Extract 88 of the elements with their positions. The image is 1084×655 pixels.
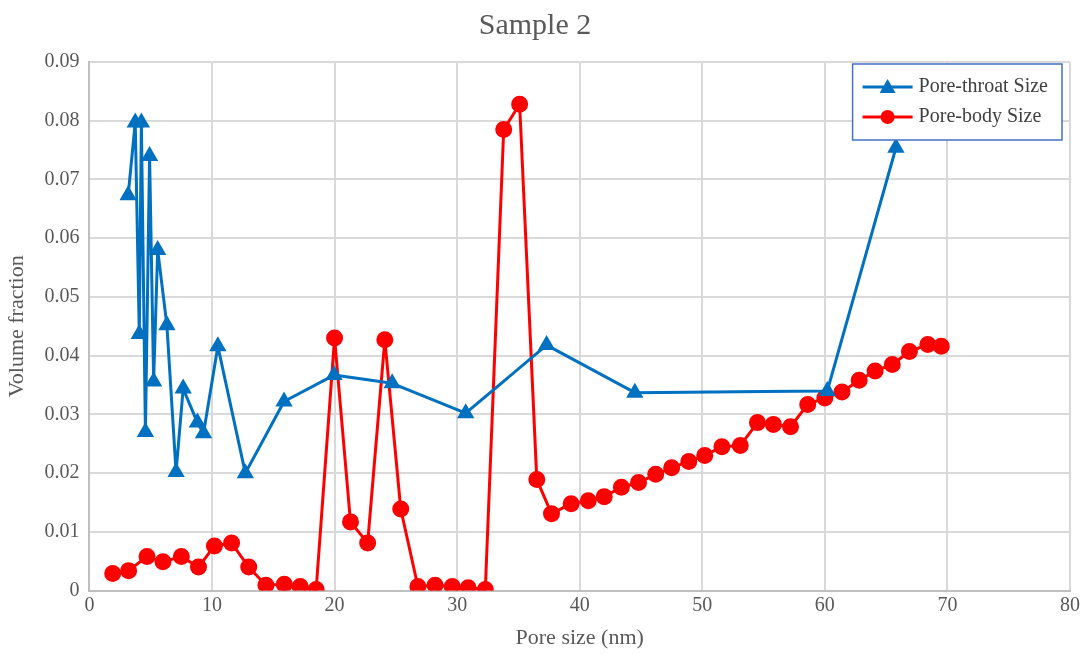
x-tick-label: 30 [447,592,468,615]
point [154,553,172,571]
point [495,121,513,139]
point [731,437,749,455]
x-tick-label: 50 [692,592,713,615]
point [376,331,394,349]
point [680,452,698,470]
y-tick-label: 0.07 [44,166,80,189]
y-tick-label: 0.04 [44,342,80,365]
point [189,414,205,428]
point [276,392,292,407]
point [748,414,766,432]
point [137,423,153,438]
point [511,95,529,113]
point [426,576,444,591]
x-tick-label: 80 [1060,592,1080,615]
point [384,374,400,389]
y-tick-label: 0.06 [44,225,80,248]
point [562,495,580,513]
point [458,404,474,419]
point [223,534,241,552]
point [237,464,253,479]
point [104,565,122,583]
point [341,513,359,531]
y-tick-label: 0.02 [44,460,80,483]
point [579,492,597,510]
x-tick-label: 70 [937,592,958,615]
point [205,537,223,555]
point [210,337,226,352]
point [866,362,884,380]
x-tick-label: 0 [84,592,95,615]
point [168,463,184,477]
y-tick-label: 0.09 [44,49,80,72]
legend-label: Pore-body Size [918,104,1042,128]
point [900,343,918,361]
point [275,575,293,591]
legend-label: Pore-throat Size [918,74,1049,97]
point [919,336,937,354]
point [932,337,950,355]
point [595,488,613,506]
point [133,114,149,128]
point [888,139,904,153]
point [150,241,166,255]
point [392,500,410,518]
x-tick-label: 20 [324,592,345,615]
point [799,395,817,413]
point [833,383,851,401]
point [883,355,901,373]
y-axis-title: Volume fraction [2,255,28,398]
point [257,576,275,591]
point [326,329,344,347]
point [782,418,800,436]
y-tick-label: 0 [69,577,80,600]
x-tick-label: 40 [569,592,590,615]
point [138,548,156,566]
point [175,380,191,394]
chart-title: Sample 2 [478,6,592,40]
point [146,373,162,387]
point [627,384,643,398]
point [142,147,158,161]
point [713,438,731,456]
point [819,382,835,396]
x-tick-label: 60 [814,592,835,615]
y-tick-label: 0.08 [44,107,80,130]
point [326,366,342,381]
point [630,474,648,492]
point [696,447,714,465]
point [663,459,681,477]
point [612,478,630,496]
point [240,558,258,576]
point [359,534,377,552]
x-tick-label: 10 [201,592,222,615]
point [543,505,561,523]
point [528,471,546,489]
y-tick-label: 0.05 [44,284,80,307]
y-tick-label: 0.03 [44,401,80,424]
point [539,336,555,351]
point [172,548,190,566]
point [120,186,136,201]
y-tick-label: 0.01 [44,519,80,542]
point [764,415,782,433]
point [850,371,868,389]
point [159,316,175,331]
point [195,424,212,439]
point [120,562,138,580]
point [647,465,665,483]
x-axis-title: Pore size (nm) [515,623,644,649]
point [189,558,207,576]
